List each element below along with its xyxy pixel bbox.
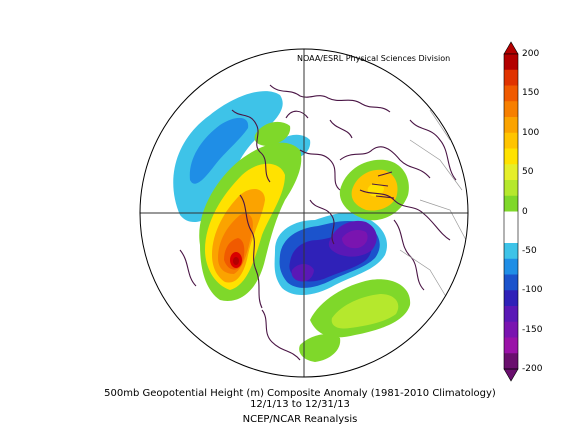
colorbar-swatch — [504, 132, 518, 149]
colorbar-swatch — [504, 164, 518, 181]
globe-outline — [139, 48, 469, 378]
credit-text: NOAA/ESRL Physical Sciences Division — [297, 54, 451, 63]
colorbar-outline — [503, 53, 519, 370]
colorbar-swatch — [504, 195, 518, 212]
colorbar-tick-label: -100 — [522, 285, 543, 296]
colorbar-swatch — [504, 227, 518, 244]
caption-line-3: NCEP/NCAR Reanalysis — [242, 414, 358, 425]
colorbar-swatch — [504, 69, 518, 86]
anomaly-map — [139, 48, 469, 378]
colorbar-swatch — [504, 117, 518, 134]
colorbar-tick-label: 150 — [522, 88, 540, 99]
caption-line-1: 500mb Geopotential Height (m) Composite … — [104, 388, 496, 399]
colorbar-swatch — [504, 274, 518, 291]
colorbar-swatch — [504, 321, 518, 338]
colorbar-tick-label: 0 — [522, 206, 528, 217]
colorbar-tick-label: 100 — [522, 127, 540, 138]
colorbar-swatch — [504, 243, 518, 260]
colorbar-bottom-arrow — [503, 368, 519, 382]
colorbar-tick-label: -150 — [522, 324, 543, 335]
colorbar-swatch — [504, 180, 518, 197]
anomaly-field — [173, 84, 467, 362]
pacific-blue-deep — [189, 117, 249, 184]
colorbar-swatch — [504, 101, 518, 118]
caption-line-2: 12/1/13 to 12/31/13 — [250, 399, 350, 410]
colorbar-swatch — [504, 211, 518, 228]
colorbar-top-arrow — [503, 41, 519, 55]
colorbar-swatch — [504, 148, 518, 165]
colorbar — [503, 41, 519, 382]
colorbar-tick-label: -200 — [522, 364, 543, 374]
colorbar-swatch — [504, 290, 518, 307]
colorbar-swatch — [504, 258, 518, 275]
colorbar-tick-label: 200 — [522, 49, 540, 59]
colorbar-swatch — [504, 54, 518, 71]
colorbar-swatch — [504, 306, 518, 323]
colorbar-swatch — [504, 85, 518, 102]
colorbar-tick-label: -50 — [522, 245, 537, 256]
colorbar-swatch — [504, 337, 518, 354]
colorbar-tick-label: 50 — [522, 167, 534, 178]
colorbar-swatch — [504, 353, 518, 370]
